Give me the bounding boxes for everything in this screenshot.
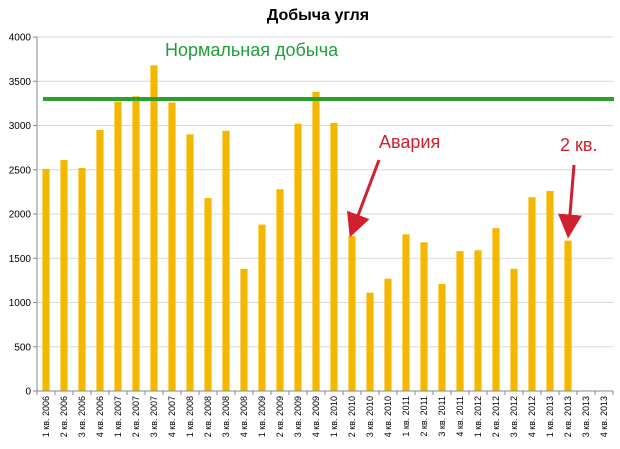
annotation-arrow <box>558 164 582 239</box>
bar <box>420 242 428 391</box>
bar <box>96 129 104 392</box>
x-tick-label: 1 кв. 2012 <box>473 396 483 437</box>
x-tick-label: 3 кв. 2010 <box>365 396 375 437</box>
x-tick-label: 4 кв. 2008 <box>239 396 249 437</box>
x-tick-label: 3 кв. 2013 <box>581 396 591 437</box>
x-tick-label: 2 кв. 2010 <box>347 396 357 437</box>
x-tick-label: 4 кв. 2012 <box>527 396 537 437</box>
bar <box>186 134 194 391</box>
y-tick-label: 0 <box>25 387 31 398</box>
bar <box>60 160 68 391</box>
y-axis-ticks: 0 500 1000 1500 2000 2500 3000 3500 4000 <box>9 33 37 398</box>
x-tick-label: 3 кв. 2008 <box>221 396 231 437</box>
bar <box>240 268 248 391</box>
x-tick-label: 4 кв. 2011 <box>455 396 465 437</box>
y-tick-label: 500 <box>14 342 31 353</box>
bar <box>204 198 212 391</box>
x-tick-label: 3 кв. 2012 <box>509 396 519 437</box>
bar <box>258 224 266 391</box>
x-tick-label: 4 кв. 2010 <box>383 396 393 437</box>
x-tick-label: 2 кв. 2011 <box>419 396 429 437</box>
normal-production-label: Нормальная добыча <box>165 40 339 60</box>
bar <box>114 101 122 391</box>
x-tick-label: 1 кв. 2009 <box>257 396 267 437</box>
bar <box>42 168 50 391</box>
bar <box>402 234 410 391</box>
x-tick-label: 1 кв. 2011 <box>401 396 411 437</box>
x-tick-label: 1 кв. 2008 <box>185 396 195 437</box>
x-tick-label: 4 кв. 2013 <box>599 396 609 437</box>
gridlines <box>37 36 613 348</box>
x-tick-label: 2 кв. 2009 <box>275 396 285 437</box>
bar <box>312 91 320 392</box>
x-tick-label: 2 кв. 2012 <box>491 396 501 437</box>
x-tick-label: 1 кв. 2013 <box>545 396 555 437</box>
y-tick-label: 2500 <box>9 165 32 176</box>
y-tick-label: 3500 <box>9 77 32 88</box>
x-tick-label: 3 кв. 2011 <box>437 396 447 437</box>
bar <box>348 236 356 391</box>
y-tick-label: 4000 <box>9 33 32 44</box>
bar <box>546 190 554 391</box>
bar <box>150 65 158 391</box>
bar <box>330 122 338 391</box>
bar <box>564 240 572 391</box>
y-tick-label: 2000 <box>9 210 32 221</box>
x-tick-label: 2 кв. 2008 <box>203 396 213 437</box>
bar <box>276 189 284 391</box>
x-tick-label: 4 кв. 2007 <box>167 396 177 437</box>
x-tick-label: 3 кв. 2009 <box>293 396 303 437</box>
x-tick-label: 2 кв. 2007 <box>131 396 141 437</box>
y-tick-label: 1500 <box>9 254 32 265</box>
bar <box>384 278 392 391</box>
bar <box>492 228 500 391</box>
x-tick-label: 4 кв. 2009 <box>311 396 321 437</box>
bar <box>132 96 140 392</box>
x-tick-label: 2 кв. 2006 <box>59 396 69 437</box>
x-tick-label: 1 кв. 2010 <box>329 396 339 437</box>
x-axis-ticks: 1 кв. 2006 2 кв. 2006 3 кв. 2006 4 кв. 2006… <box>36 391 614 437</box>
x-tick-label: 4 кв. 2006 <box>95 396 105 437</box>
annotation-arrow <box>347 159 381 238</box>
annotations: Авария 2 кв. <box>347 132 597 239</box>
bars <box>42 65 572 392</box>
y-tick-label: 3000 <box>9 121 32 132</box>
annotation-label: Авария <box>379 132 440 152</box>
bar <box>78 167 86 391</box>
y-tick-label: 1000 <box>9 298 32 309</box>
x-tick-label: 1 кв. 2006 <box>41 396 51 437</box>
bar <box>474 250 482 391</box>
annotation-label: 2 кв. <box>560 135 597 155</box>
bar <box>528 197 536 391</box>
bar <box>294 123 302 391</box>
x-tick-label: 2 кв. 2013 <box>563 396 573 437</box>
bar <box>438 283 446 391</box>
x-tick-label: 3 кв. 2006 <box>77 396 87 437</box>
x-tick-label: 3 кв. 2007 <box>149 396 159 437</box>
x-tick-label: 1 кв. 2007 <box>113 396 123 437</box>
chart-title: Добыча угля <box>267 7 369 24</box>
bar <box>366 292 374 391</box>
bar <box>510 268 518 391</box>
bar <box>222 130 230 391</box>
bar <box>168 102 176 392</box>
bar <box>456 251 464 391</box>
